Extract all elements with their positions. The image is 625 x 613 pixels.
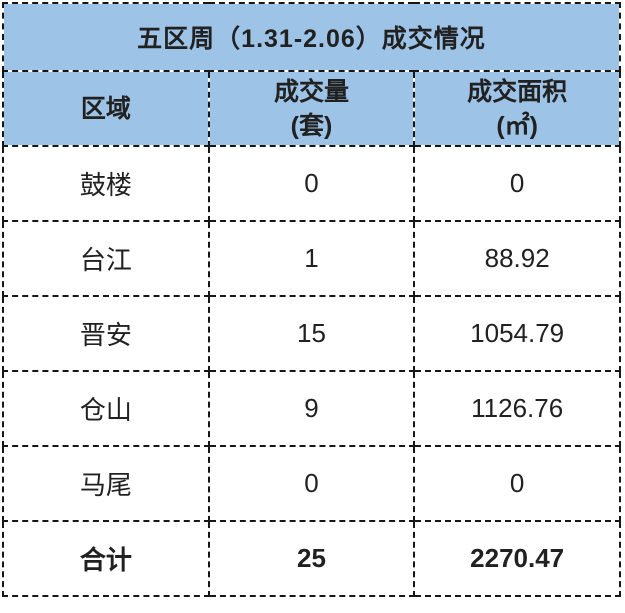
area-value: 0 <box>413 145 621 222</box>
volume-value: 15 <box>207 295 416 372</box>
region-name: 鼓楼 <box>2 145 210 222</box>
transactions-table: 五区周（1.31-2.06）成交情况 区域 成交量 (套) 成交面积 (㎡) 鼓… <box>2 2 621 597</box>
total-area-value: 2270.47 <box>413 520 621 597</box>
table-row: 仓山 9 1126.76 <box>2 370 621 447</box>
table-total-row: 合计 25 2270.47 <box>2 520 621 597</box>
region-name: 台江 <box>2 220 210 297</box>
total-label: 合计 <box>2 520 210 597</box>
area-value: 88.92 <box>413 220 621 297</box>
region-name: 晋安 <box>2 295 210 372</box>
volume-value: 0 <box>207 445 416 522</box>
header-cell-area: 成交面积 (㎡) <box>413 70 621 147</box>
table-title-row: 五区周（1.31-2.06）成交情况 <box>2 2 621 72</box>
area-value: 1126.76 <box>413 370 621 447</box>
total-volume-value: 25 <box>207 520 416 597</box>
area-value: 0 <box>413 445 621 522</box>
volume-value: 0 <box>207 145 416 222</box>
volume-value: 1 <box>207 220 416 297</box>
table-row: 马尾 0 0 <box>2 445 621 522</box>
header-unit-volume: (套) <box>290 111 333 140</box>
region-name: 仓山 <box>2 370 210 447</box>
table-title: 五区周（1.31-2.06）成交情况 <box>2 2 621 72</box>
header-label-region: 区域 <box>80 94 131 123</box>
table-row: 台江 1 88.92 <box>2 220 621 297</box>
header-label-area: 成交面积 <box>467 77 568 106</box>
table-header-row: 区域 成交量 (套) 成交面积 (㎡) <box>2 70 621 147</box>
header-label-volume: 成交量 <box>273 77 349 106</box>
header-cell-region: 区域 <box>2 70 210 147</box>
header-unit-area: (㎡) <box>496 111 538 140</box>
table-row: 晋安 15 1054.79 <box>2 295 621 372</box>
area-value: 1054.79 <box>413 295 621 372</box>
table-row: 鼓楼 0 0 <box>2 145 621 222</box>
region-name: 马尾 <box>2 445 210 522</box>
volume-value: 9 <box>207 370 416 447</box>
header-cell-volume: 成交量 (套) <box>207 70 416 147</box>
